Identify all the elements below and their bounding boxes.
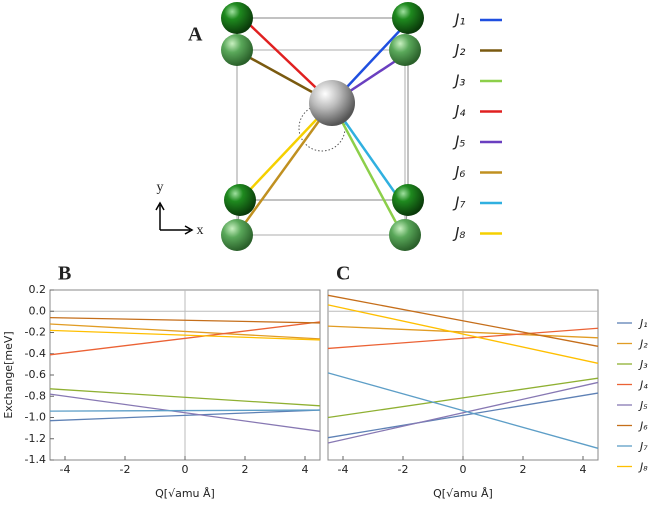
x-axis-title: Q[√amu Å]	[155, 487, 215, 500]
panel-label: C	[336, 263, 350, 285]
series-line	[49, 409, 321, 412]
series-line	[49, 388, 321, 407]
atoms	[221, 2, 424, 251]
legend-label: J₇	[452, 194, 465, 212]
legend-label: J₆	[452, 163, 465, 181]
series-line	[327, 372, 599, 449]
legend-label: J₄	[638, 379, 648, 392]
series-line	[327, 304, 599, 364]
y-tick-label: 0.0	[29, 304, 47, 317]
x-tick-label: -4	[338, 463, 349, 476]
x-tick-label: 2	[520, 463, 527, 476]
bond	[330, 102, 402, 231]
legend-label: J₂	[638, 338, 648, 351]
series-line	[327, 325, 599, 339]
x-tick-label: 2	[242, 463, 249, 476]
bond	[238, 102, 334, 231]
x-axis-label: x	[197, 223, 204, 238]
x-tick-label: 4	[302, 463, 309, 476]
x-axis-title: Q[√amu Å]	[433, 487, 493, 500]
legend-label: J₁	[638, 317, 648, 330]
y-axis-label: y	[157, 180, 164, 195]
x-tick-label: 4	[580, 463, 587, 476]
x-tick-label: -2	[120, 463, 131, 476]
legend-label: J₇	[638, 440, 648, 453]
series-line	[327, 294, 599, 347]
y-tick-label: 0.2	[29, 283, 47, 296]
legend-label: J₂	[452, 41, 465, 59]
y-tick-label: -0.2	[25, 326, 46, 339]
series-line	[49, 329, 321, 341]
legend-label: J₁	[452, 11, 465, 29]
y-tick-label: -1.0	[25, 411, 46, 424]
y-axis-title: Exchange[meV]	[2, 331, 15, 418]
legend-label: J₆	[638, 420, 648, 433]
legend-label: J₅	[638, 399, 648, 412]
series-line	[49, 393, 321, 432]
series-line	[327, 381, 599, 444]
series-line	[49, 316, 321, 324]
legend-label: J₄	[452, 102, 465, 120]
crystal-diagram: A y x	[155, 2, 424, 251]
series-line	[327, 327, 599, 350]
y-tick-label: -0.4	[25, 347, 46, 360]
y-tick-label: -1.4	[25, 453, 46, 466]
legend-label: J₈	[452, 224, 465, 242]
series-line	[49, 321, 321, 356]
series-line	[327, 377, 599, 419]
x-tick-label: 0	[182, 463, 189, 476]
y-tick-label: -0.8	[25, 389, 46, 402]
x-tick-label: -2	[398, 463, 409, 476]
axes-arrows	[155, 201, 194, 235]
x-tick-label: 0	[460, 463, 467, 476]
series-line	[49, 409, 321, 422]
x-tick-label: -4	[60, 463, 71, 476]
legend-label: J₅	[452, 133, 465, 151]
legend-label: J₃	[452, 72, 465, 90]
panel-label: A	[188, 24, 203, 46]
panel-label: B	[58, 263, 71, 285]
legend-label: J₈	[638, 461, 648, 474]
series-line	[327, 392, 599, 439]
series-line	[49, 323, 321, 340]
y-tick-label: -1.2	[25, 432, 46, 445]
legend-label: J₃	[638, 358, 648, 371]
y-tick-label: -0.6	[25, 368, 46, 381]
